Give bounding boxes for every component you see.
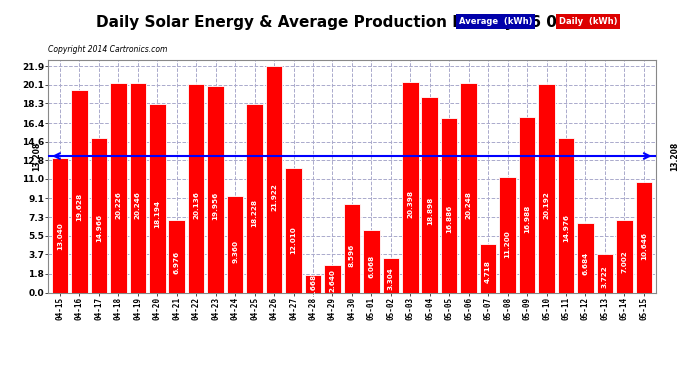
Bar <box>266 66 282 292</box>
Text: 16.988: 16.988 <box>524 205 530 233</box>
Bar <box>635 183 652 292</box>
Bar <box>616 220 633 292</box>
Text: 13.040: 13.040 <box>57 222 63 250</box>
Text: 4.718: 4.718 <box>485 261 491 284</box>
Bar <box>500 177 516 292</box>
Text: 18.228: 18.228 <box>252 200 257 227</box>
Bar <box>441 118 457 292</box>
Bar <box>90 138 107 292</box>
Text: 9.360: 9.360 <box>232 240 238 263</box>
Text: 3.722: 3.722 <box>602 265 608 288</box>
Text: 20.248: 20.248 <box>466 190 472 219</box>
Text: 21.922: 21.922 <box>271 183 277 211</box>
Text: 19.628: 19.628 <box>77 193 82 221</box>
Text: 14.976: 14.976 <box>563 213 569 242</box>
Text: 20.136: 20.136 <box>193 191 199 219</box>
Bar <box>538 84 555 292</box>
Bar <box>110 84 127 292</box>
Text: 13.208: 13.208 <box>671 141 680 171</box>
Text: 7.002: 7.002 <box>622 251 627 273</box>
Bar <box>344 204 360 292</box>
Text: 8.596: 8.596 <box>349 244 355 267</box>
Text: 19.956: 19.956 <box>213 192 219 220</box>
Text: 11.200: 11.200 <box>504 230 511 258</box>
Bar <box>558 138 574 292</box>
Bar <box>149 105 166 292</box>
Bar <box>246 104 263 292</box>
Bar <box>227 196 244 292</box>
Text: 6.684: 6.684 <box>582 252 589 275</box>
Bar <box>52 158 68 292</box>
Bar <box>130 83 146 292</box>
Text: 18.898: 18.898 <box>426 196 433 225</box>
Text: 2.640: 2.640 <box>329 270 335 292</box>
Text: Daily  (kWh): Daily (kWh) <box>559 17 618 26</box>
Bar <box>519 117 535 292</box>
Bar <box>597 254 613 292</box>
Bar <box>363 230 380 292</box>
Text: 20.192: 20.192 <box>544 191 549 219</box>
Text: 14.966: 14.966 <box>96 213 102 242</box>
Bar <box>480 244 496 292</box>
Text: 6.068: 6.068 <box>368 255 375 278</box>
Bar <box>382 258 399 292</box>
Text: 1.668: 1.668 <box>310 274 316 297</box>
Bar <box>71 90 88 292</box>
Text: 3.304: 3.304 <box>388 267 394 290</box>
Bar <box>324 265 341 292</box>
Text: Daily Solar Energy & Average Production Fri May 16 05:48: Daily Solar Energy & Average Production … <box>95 15 595 30</box>
Bar <box>577 224 593 292</box>
Text: 13.208: 13.208 <box>32 141 41 171</box>
Bar <box>402 82 419 292</box>
Text: 20.226: 20.226 <box>115 191 121 219</box>
Bar <box>460 83 477 292</box>
Text: 10.646: 10.646 <box>641 232 647 260</box>
Bar <box>208 86 224 292</box>
Bar <box>188 84 204 292</box>
Text: 16.886: 16.886 <box>446 205 452 233</box>
Bar <box>305 275 322 292</box>
Text: 20.246: 20.246 <box>135 191 141 219</box>
Bar <box>422 97 438 292</box>
Text: 20.398: 20.398 <box>407 190 413 218</box>
Text: Average  (kWh): Average (kWh) <box>459 17 533 26</box>
Bar <box>285 168 302 292</box>
Text: 6.976: 6.976 <box>174 251 180 274</box>
Text: 18.194: 18.194 <box>155 200 160 228</box>
Text: Copyright 2014 Cartronics.com: Copyright 2014 Cartronics.com <box>48 45 168 54</box>
Bar <box>168 220 185 292</box>
Text: 12.010: 12.010 <box>290 226 297 254</box>
